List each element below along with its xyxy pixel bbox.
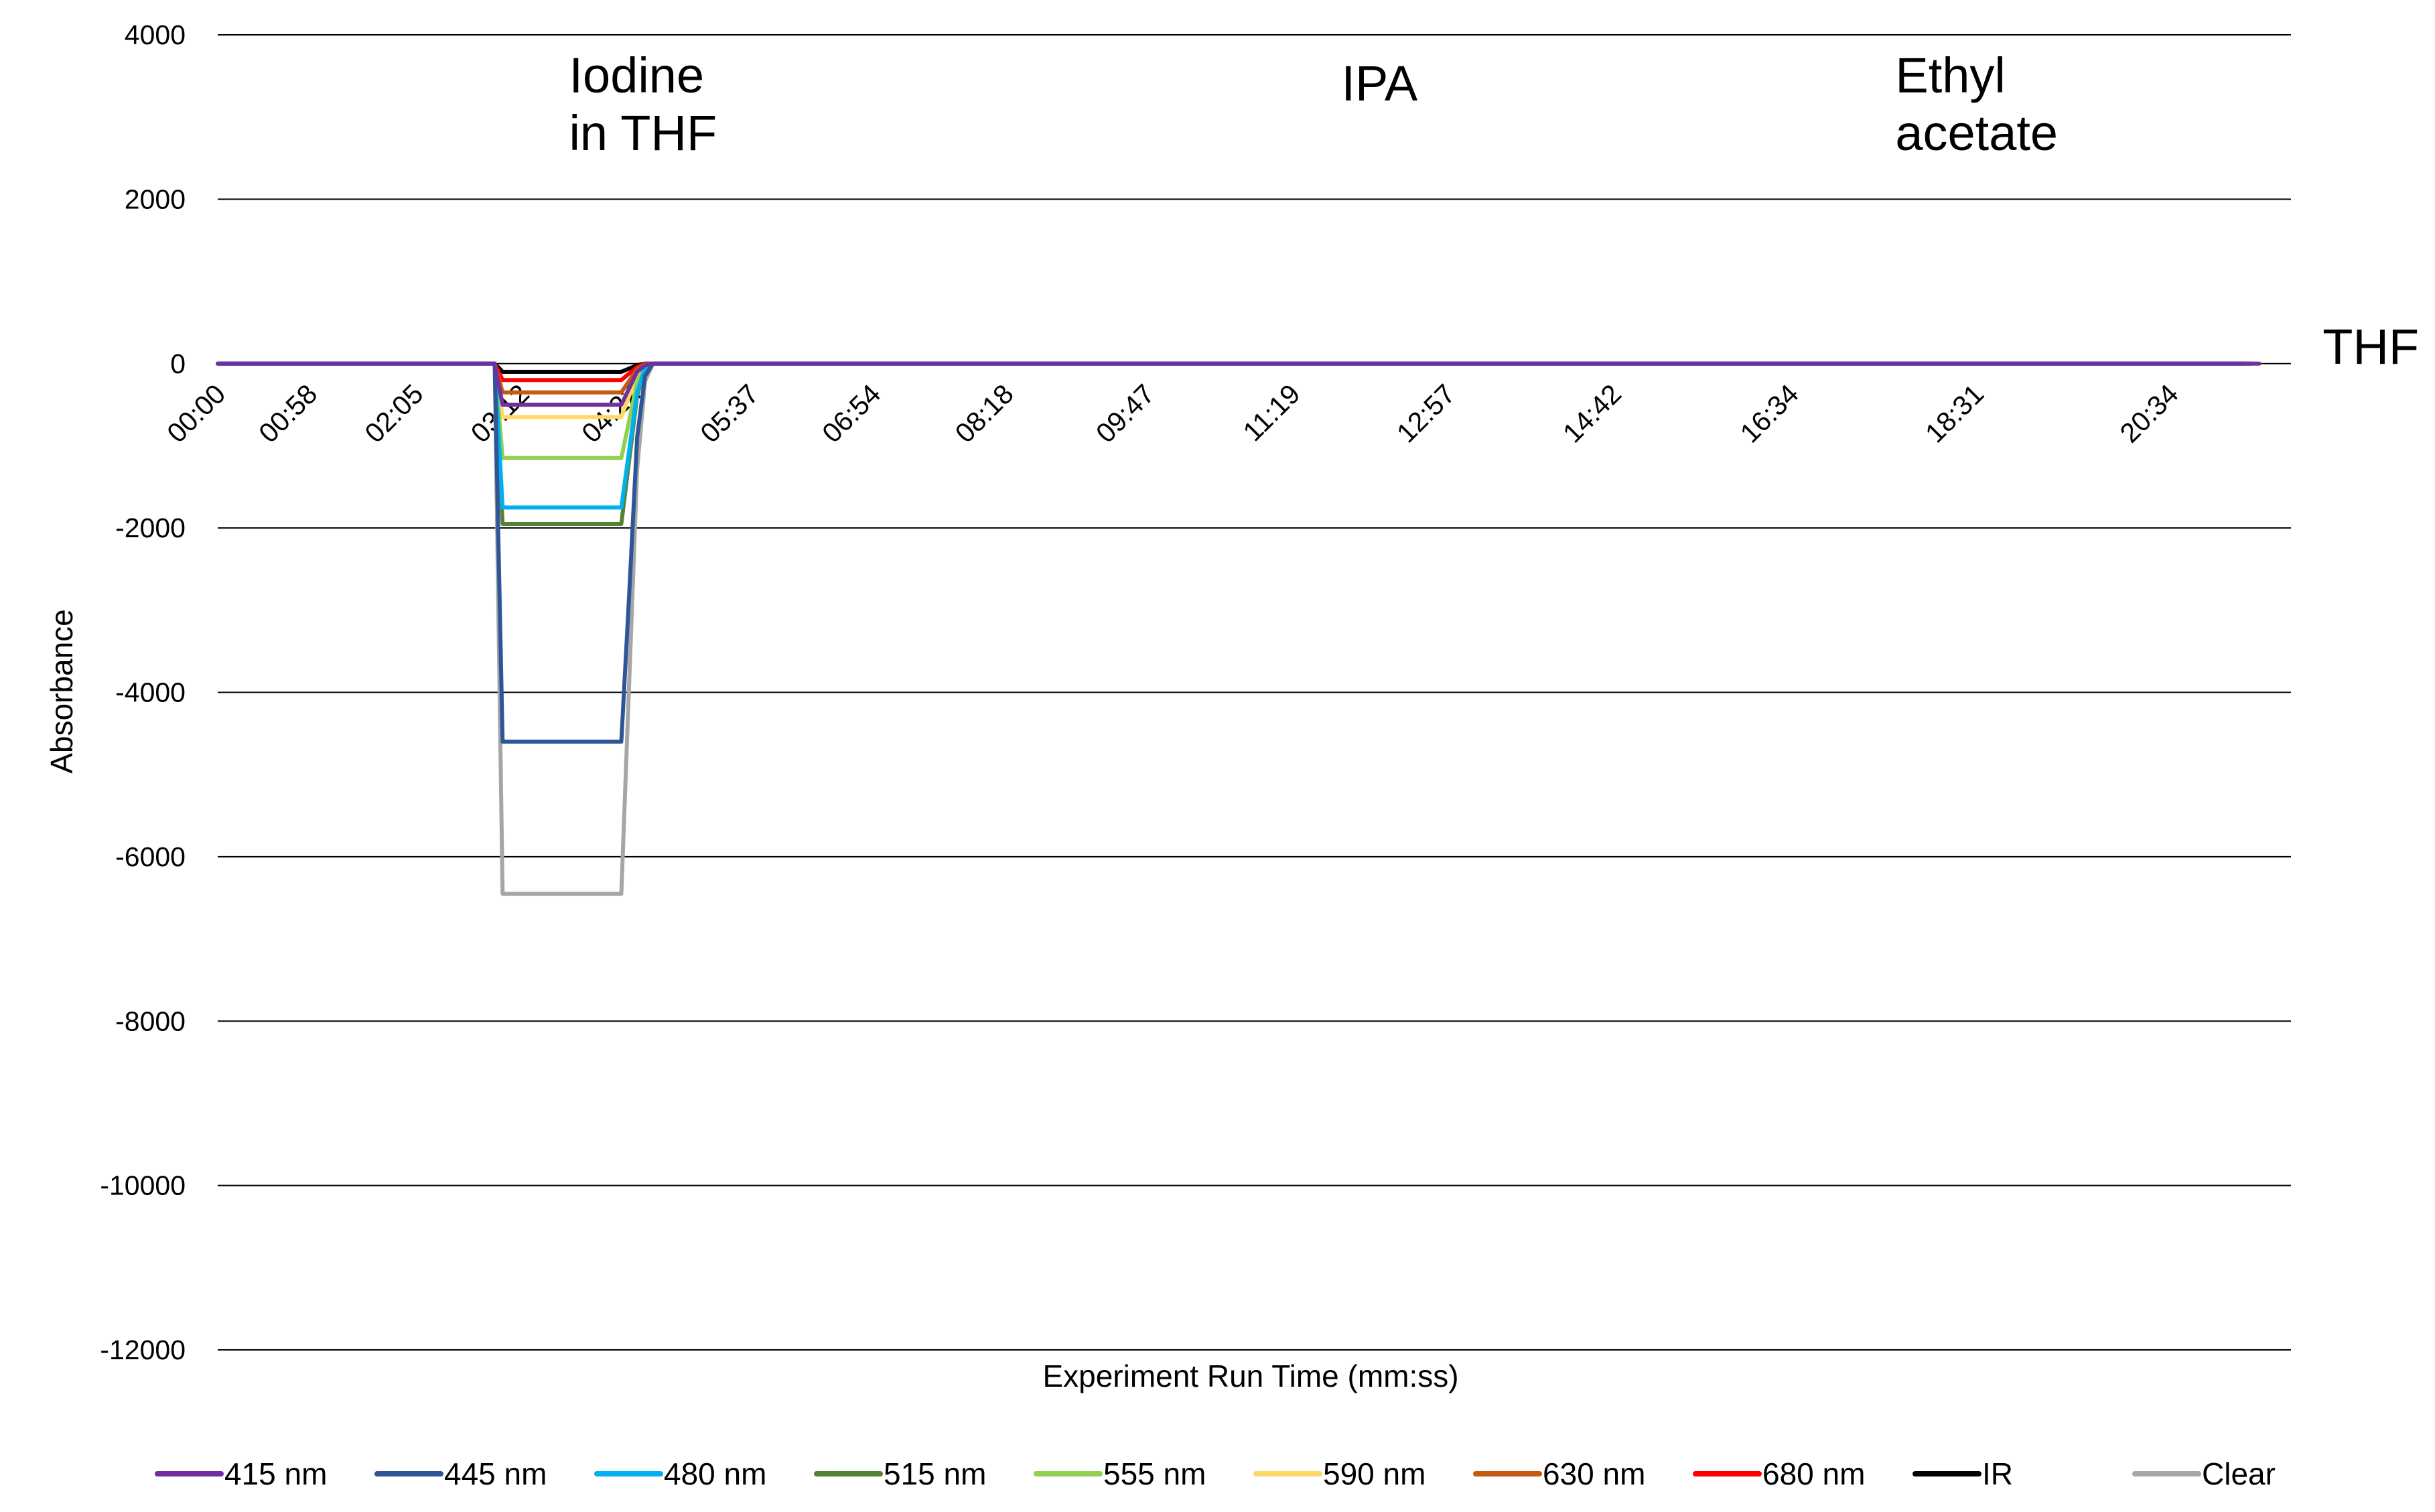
legend-label: 415 nm xyxy=(224,1456,327,1491)
legend-label: IR xyxy=(1982,1456,2013,1491)
y-tick-label: -6000 xyxy=(115,841,186,872)
x-tick-label: 12:57 xyxy=(1391,379,1461,449)
series-line-415-nm xyxy=(216,361,2262,407)
x-tick-label: 00:58 xyxy=(253,379,323,449)
legend: 415 nm 445 nm 480 nm 515 nm 555 nm 590 nm 630 … xyxy=(155,1456,2276,1491)
annotation-label: Iodine xyxy=(569,48,704,103)
legend-label: 590 nm xyxy=(1323,1456,1425,1491)
y-tick-label: -2000 xyxy=(115,512,186,543)
x-tick-label: 20:34 xyxy=(2114,379,2184,449)
x-tick-label: 05:37 xyxy=(694,379,764,449)
legend-label: 445 nm xyxy=(444,1456,547,1491)
x-tick-label: 00:00 xyxy=(161,379,231,449)
x-tick-label: 18:31 xyxy=(1919,379,1990,449)
x-tick-label: 08:18 xyxy=(949,379,1020,449)
x-tick-label: 11:19 xyxy=(1237,379,1306,448)
y-tick-label: -10000 xyxy=(100,1170,186,1201)
legend-label: 480 nm xyxy=(664,1456,766,1491)
x-tick-label: 09:47 xyxy=(1090,379,1160,449)
y-axis-title: Absorbance xyxy=(44,609,79,774)
x-tick-label: 02:05 xyxy=(359,379,429,449)
x-tick-label: 14:42 xyxy=(1557,379,1627,449)
legend-label: 555 nm xyxy=(1103,1456,1206,1491)
legend-label: 680 nm xyxy=(1762,1456,1865,1491)
legend-label: 515 nm xyxy=(884,1456,986,1491)
y-tick-labels: 4000 2000 0 -2000 -4000 -6000 -8000 -10000 -1200… xyxy=(100,19,186,1365)
x-tick-label: 16:34 xyxy=(1734,379,1805,449)
annotation-label: THF xyxy=(2322,319,2419,374)
y-tick-label: 2000 xyxy=(125,184,186,214)
x-tick-labels: 00:00 00:58 02:05 03:12 04:22 05:37 06:54 08:18… xyxy=(161,379,2184,449)
legend-label: 630 nm xyxy=(1543,1456,1645,1491)
x-axis-title: Experiment Run Time (mm:ss) xyxy=(1042,1359,1458,1393)
gridlines xyxy=(218,34,2291,1351)
y-tick-label: 0 xyxy=(170,348,186,379)
annotation-label: acetate xyxy=(1895,105,2058,161)
annotation-label: in THF xyxy=(569,105,717,161)
y-tick-label: 4000 xyxy=(125,19,186,50)
annotation-label: Ethyl xyxy=(1895,48,2006,103)
annotation-label: IPA xyxy=(1341,56,1417,111)
x-tick-label: 06:54 xyxy=(816,379,886,449)
series-lines xyxy=(216,361,2262,896)
legend-label: Clear xyxy=(2202,1456,2276,1491)
y-tick-label: -4000 xyxy=(115,677,186,708)
y-tick-label: -8000 xyxy=(115,1006,186,1036)
y-tick-label: -12000 xyxy=(100,1334,186,1365)
